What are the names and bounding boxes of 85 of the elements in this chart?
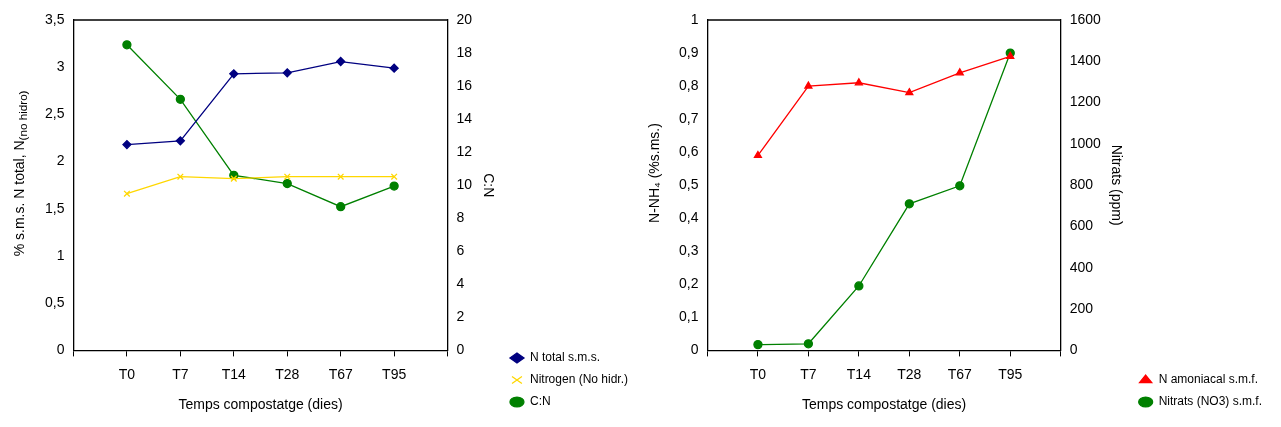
y-tick-label: 0	[690, 341, 699, 358]
point	[230, 175, 238, 183]
y2-tick-label: 6	[456, 242, 465, 259]
legend-label: N total s.m.s.	[529, 350, 600, 365]
x-tick-label: T0	[118, 365, 136, 382]
y-tick-label: 1	[56, 246, 65, 263]
point	[854, 281, 864, 291]
y2-axis-title: C:N	[480, 173, 497, 198]
x-axis-title: Temps compostatge (dies)	[802, 396, 967, 413]
legend-label: N amoniacal s.m.f.	[1158, 372, 1259, 387]
y2-tick-label: 20	[456, 10, 473, 27]
y-tick-label: 2,5	[44, 105, 65, 122]
y2-tick-label: 1400	[1069, 52, 1102, 69]
point	[390, 173, 398, 181]
y-tick-label: 0,5	[678, 176, 699, 193]
x-tick-label: T28	[275, 365, 300, 382]
point	[955, 181, 965, 191]
x-tick-label: T0	[749, 365, 767, 382]
legend-label: C:N	[529, 394, 551, 409]
y-tick-label: 0,9	[678, 43, 699, 60]
legend-label: Nitrogen (No hidr.)	[529, 372, 629, 387]
y-tick-label: 0,3	[678, 242, 699, 259]
y2-tick-label: 2	[456, 308, 465, 325]
y-tick-label: 2	[56, 152, 65, 169]
y2-tick-label: 600	[1069, 217, 1094, 234]
point	[336, 56, 346, 67]
point	[854, 78, 863, 86]
point	[282, 178, 292, 189]
point	[336, 202, 346, 212]
point	[389, 181, 399, 191]
y-tick-label: 0,7	[678, 109, 699, 126]
y-tick-label: 0,2	[678, 275, 699, 292]
x-axis-title: Temps compostatge (dies)	[178, 396, 343, 413]
point	[753, 150, 763, 159]
y2-tick-label: 8	[456, 209, 465, 226]
point	[804, 81, 813, 89]
x-tick-label: T67	[947, 365, 973, 382]
y-tick-label: 0	[56, 341, 65, 358]
y2-tick-label: 1200	[1069, 93, 1102, 110]
y-tick-label: 1	[690, 10, 699, 27]
x-tick-label: T28	[897, 365, 922, 382]
point	[282, 68, 292, 78]
point	[389, 63, 399, 73]
y2-axis-title: Nitrats (ppm)	[1109, 144, 1126, 226]
point	[122, 139, 132, 150]
y-axis-title: N-NH₄ (%s.ms.)	[646, 123, 662, 223]
point	[123, 190, 131, 198]
point	[905, 88, 914, 96]
y-tick-label: 0,6	[678, 143, 699, 160]
x-tick-label: T7	[172, 365, 189, 382]
point	[122, 40, 132, 50]
y2-tick-label: 14	[456, 109, 473, 126]
point	[175, 94, 186, 104]
y2-tick-label: 0	[456, 341, 465, 358]
y2-tick-label: 16	[456, 76, 473, 93]
point	[904, 199, 914, 209]
y2-tick-label: 800	[1069, 176, 1094, 193]
x-tick-label: T67	[328, 365, 353, 382]
x-tick-label: T14	[846, 365, 872, 382]
y-tick-label: 0,8	[678, 76, 699, 93]
point	[229, 69, 239, 79]
y-tick-label: 0,5	[44, 294, 65, 311]
point	[753, 339, 763, 350]
x-tick-label: T7	[800, 365, 817, 382]
y2-tick-label: 1000	[1069, 134, 1102, 151]
point	[175, 136, 186, 146]
y2-tick-label: 400	[1069, 258, 1094, 275]
y2-tick-label: 10	[456, 176, 473, 193]
x-tick-label: T14	[221, 365, 247, 382]
point	[955, 68, 964, 76]
y2-tick-label: 12	[456, 143, 473, 160]
y-tick-label: 0,4	[678, 209, 699, 226]
legend-label: Nitrats (NO3) s.m.f.	[1158, 394, 1263, 409]
point	[803, 339, 814, 349]
y2-tick-label: 1600	[1069, 10, 1102, 27]
y-tick-label: 0,1	[678, 308, 699, 325]
y2-tick-label: 4	[456, 275, 465, 292]
y2-tick-label: 200	[1069, 299, 1094, 316]
y2-tick-label: 18	[456, 43, 473, 60]
x-tick-label: T95	[382, 365, 407, 382]
y2-tick-label: 0	[1069, 341, 1078, 358]
y-tick-label: 3,5	[44, 10, 65, 27]
x-tick-label: T95	[998, 365, 1023, 382]
y-tick-label: 3	[56, 58, 65, 75]
y-tick-label: 1,5	[44, 199, 65, 216]
